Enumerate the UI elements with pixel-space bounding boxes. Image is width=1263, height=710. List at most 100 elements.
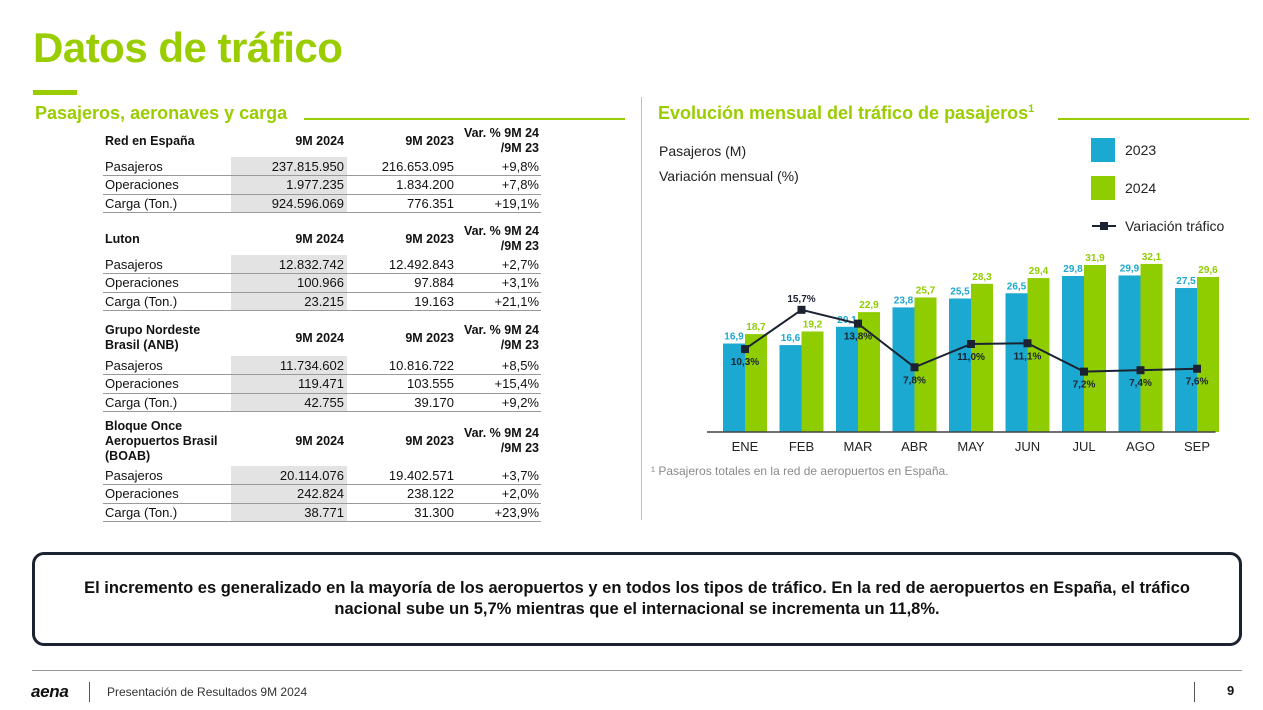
variation-point-sep: [1193, 364, 1201, 373]
title-underline: [33, 90, 77, 95]
cell-var: +9,8%: [457, 157, 541, 176]
variation-label-abr: 7,8%: [903, 375, 926, 386]
chart-measure-variation: Variación mensual (%): [659, 168, 799, 184]
variation-label-mar: 13,8%: [844, 332, 872, 343]
x-tick-label-ene: ENE: [732, 439, 759, 454]
row-label: Operaciones: [103, 484, 231, 504]
page-title: Datos de tráfico: [33, 24, 343, 71]
bar-2024-may: [971, 283, 993, 432]
variation-point-jun: [1023, 339, 1032, 348]
table-row: Pasajeros 20.114.076 19.402.571 +3,7%: [103, 466, 541, 485]
cell-2023: 31.300: [347, 503, 457, 522]
cell-2024: 11.734.602: [231, 356, 347, 375]
bar-label-2023-ene: 16,9: [724, 332, 744, 343]
variation-point-abr: [910, 363, 919, 372]
traffic-table: Red en España 9M 2024 9M 2023 Var. % 9M …: [103, 124, 541, 213]
section-heading-chart-text: Evolución mensual del tráfico de pasajer…: [658, 103, 1029, 123]
col-header-2024: 9M 2024: [295, 232, 344, 246]
footer-separator-right: [1194, 682, 1195, 702]
row-label: Carga (Ton.): [103, 393, 231, 412]
bar-2023-jun: [1005, 293, 1028, 432]
table-row: Operaciones 1.977.235 1.834.200 +7,8%: [103, 175, 541, 195]
bar-label-2024-sep: 29,6: [1198, 265, 1218, 276]
bar-label-2023-feb: 16,6: [781, 333, 801, 344]
col-header-2024: 9M 2024: [295, 331, 344, 345]
bar-label-2023-jul: 29,8: [1063, 264, 1083, 275]
chart-footnote: ¹ Pasajeros totales en la red de aeropue…: [651, 464, 949, 478]
cell-2023: 776.351: [347, 194, 457, 213]
cell-2023: 19.402.571: [347, 466, 457, 485]
bar-label-2024-jul: 31,9: [1085, 253, 1105, 264]
table-row: Carga (Ton.) 42.755 39.170 +9,2%: [103, 393, 541, 412]
section-heading-line-left: [304, 118, 625, 120]
traffic-table: Bloque Once Aeropuertos Brasil (BOAB) 9M…: [103, 416, 541, 522]
variation-point-ene: [741, 345, 749, 354]
section-heading-tables: Pasajeros, aeronaves y carga: [35, 103, 288, 123]
table-row: Operaciones 242.824 238.122 +2,0%: [103, 484, 541, 504]
row-label: Carga (Ton.): [103, 292, 231, 311]
table-row: Operaciones 100.966 97.884 +3,1%: [103, 273, 541, 293]
col-header-2023: 9M 2023: [405, 232, 454, 246]
x-tick-label-ago: AGO: [1126, 439, 1155, 454]
bar-2024-abr: [914, 297, 937, 432]
cell-var: +2,0%: [457, 484, 541, 504]
table-row: Pasajeros 237.815.950 216.653.095 +9,8%: [103, 157, 541, 176]
row-label: Carga (Ton.): [103, 194, 231, 213]
table-name: Luton: [105, 232, 140, 246]
legend-swatch-2024: [1091, 176, 1115, 200]
cell-var: +3,7%: [457, 466, 541, 485]
variation-label-may: 11,0%: [957, 352, 985, 363]
bar-label-2024-mar: 22,9: [859, 300, 879, 311]
table-row: Carga (Ton.) 924.596.069 776.351 +19,1%: [103, 194, 541, 213]
key-message-callout: El incremento es generalizado en la mayo…: [32, 552, 1242, 646]
x-tick-label-abr: ABR: [901, 439, 928, 454]
bar-2024-feb: [801, 331, 824, 432]
page-number: 9: [1227, 683, 1235, 698]
bar-label-2023-ago: 29,9: [1120, 263, 1140, 274]
cell-var: +8,5%: [457, 356, 541, 375]
row-label: Operaciones: [103, 175, 231, 195]
bar-2024-ene: [745, 334, 767, 432]
table-name: Red en España: [105, 133, 195, 148]
cell-2023: 103.555: [347, 374, 457, 394]
legend-label-line: Variación tráfico: [1125, 218, 1225, 234]
vertical-divider: [641, 97, 642, 520]
traffic-tables: Red en España 9M 2024 9M 2023 Var. % 9M …: [103, 124, 541, 522]
bar-2023-ene: [723, 343, 745, 432]
bar-label-2024-abr: 25,7: [916, 285, 936, 296]
col-header-var: Var. % 9M 24 /9M 23: [463, 224, 539, 253]
row-label: Pasajeros: [103, 157, 231, 176]
bar-2024-jul: [1084, 264, 1106, 432]
bar-label-2023-jun: 26,5: [1007, 281, 1027, 292]
table-row: Operaciones 119.471 103.555 +15,4%: [103, 374, 541, 394]
bar-2024-ago: [1140, 263, 1163, 432]
col-header-var: Var. % 9M 24 /9M 23: [463, 323, 539, 352]
cell-var: +23,9%: [457, 503, 541, 522]
cell-2023: 97.884: [347, 273, 457, 293]
variation-label-sep: 7,6%: [1186, 377, 1209, 388]
bar-label-2024-feb: 19,2: [803, 319, 823, 330]
row-label: Operaciones: [103, 273, 231, 293]
bar-label-2023-abr: 23,8: [894, 295, 914, 306]
cell-2024: 242.824: [231, 484, 347, 504]
cell-var: +9,2%: [457, 393, 541, 412]
bar-2024-mar: [858, 312, 880, 432]
cell-2024: 42.755: [231, 393, 347, 412]
monthly-traffic-chart: 16,918,7ENE16,619,2FEB20,122,9MAR23,825,…: [707, 252, 1219, 454]
x-tick-label-mar: MAR: [844, 439, 873, 454]
legend-label-2024: 2024: [1125, 180, 1157, 196]
bar-2024-sep: [1197, 277, 1219, 432]
traffic-table: Grupo Nordeste Brasil (ANB) 9M 2024 9M 2…: [103, 320, 541, 412]
bar-2023-feb: [779, 345, 802, 432]
cell-2023: 10.816.722: [347, 356, 457, 375]
variation-label-ago: 7,4%: [1129, 378, 1152, 389]
table-row: Pasajeros 12.832.742 12.492.843 +2,7%: [103, 255, 541, 274]
cell-var: +3,1%: [457, 273, 541, 293]
legend-label-2023: 2023: [1125, 142, 1157, 158]
col-header-var: Var. % 9M 24 /9M 23: [463, 125, 539, 155]
variation-point-ago: [1136, 366, 1145, 375]
legend-swatch-2023: [1091, 138, 1115, 162]
bar-label-2024-may: 28,3: [972, 272, 992, 283]
cell-2024: 12.832.742: [231, 255, 347, 274]
variation-point-mar: [854, 319, 862, 328]
